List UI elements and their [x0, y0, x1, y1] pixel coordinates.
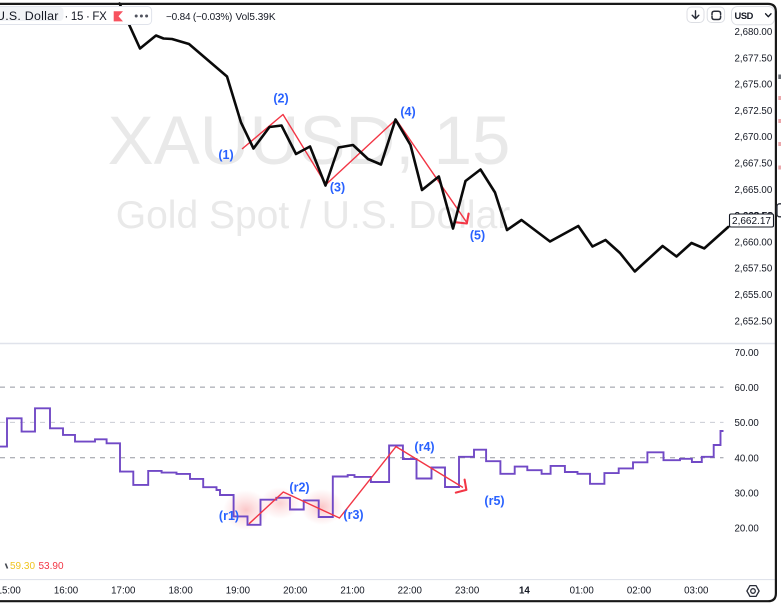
svg-text:30.00: 30.00 — [735, 488, 760, 499]
svg-text:(r1): (r1) — [219, 509, 239, 523]
svg-text:(r2): (r2) — [289, 481, 309, 495]
svg-text:03:00: 03:00 — [684, 586, 709, 597]
svg-text:(r3): (r3) — [343, 508, 363, 522]
svg-text:Vol5.39K: Vol5.39K — [236, 12, 276, 23]
svg-text:(4): (4) — [400, 105, 415, 119]
svg-text:· 15 · FX: · 15 · FX — [65, 11, 108, 23]
svg-text:2,657.50: 2,657.50 — [735, 264, 773, 275]
svg-text:2,662.17: 2,662.17 — [732, 216, 771, 227]
svg-text:(r4): (r4) — [414, 440, 434, 454]
svg-text:02:00: 02:00 — [627, 586, 652, 597]
svg-text:40.00: 40.00 — [735, 453, 760, 464]
svg-text:22:00: 22:00 — [398, 586, 423, 597]
svg-text:50.00: 50.00 — [735, 418, 760, 429]
svg-text:2,680.00: 2,680.00 — [735, 27, 773, 38]
svg-text:70.00: 70.00 — [735, 348, 760, 359]
svg-text:23:00: 23:00 — [455, 586, 480, 597]
svg-text:2,652.50: 2,652.50 — [735, 316, 773, 327]
svg-text:21:00: 21:00 — [340, 586, 365, 597]
svg-text:2,675.00: 2,675.00 — [735, 80, 773, 91]
svg-text:(2): (2) — [273, 92, 288, 106]
svg-text:17:00: 17:00 — [111, 586, 136, 597]
svg-text:14: 14 — [519, 586, 530, 597]
svg-text:16:00: 16:00 — [54, 586, 79, 597]
svg-text:20.00: 20.00 — [735, 524, 760, 535]
svg-text:2,665.00: 2,665.00 — [735, 185, 773, 196]
svg-text:USD: USD — [735, 11, 754, 21]
svg-text:20:00: 20:00 — [283, 586, 308, 597]
svg-text:2,667.50: 2,667.50 — [735, 159, 773, 170]
svg-text:18:00: 18:00 — [168, 586, 193, 597]
svg-text:01:00: 01:00 — [570, 586, 595, 597]
svg-text:2,672.50: 2,672.50 — [735, 106, 773, 117]
svg-text:(5): (5) — [470, 229, 485, 243]
svg-text:60.00: 60.00 — [735, 383, 760, 394]
svg-text:19:00: 19:00 — [226, 586, 251, 597]
svg-text:U.S. Dollar: U.S. Dollar — [0, 9, 59, 23]
svg-text:2,677.50: 2,677.50 — [735, 53, 773, 64]
svg-text:15:00: 15:00 — [0, 586, 21, 597]
svg-text:XAUUSD, 15: XAUUSD, 15 — [108, 102, 511, 179]
svg-text:−0.84 (−0.03%): −0.84 (−0.03%) — [166, 12, 232, 23]
svg-text:(r5): (r5) — [484, 494, 504, 508]
svg-text:2,660.00: 2,660.00 — [735, 237, 773, 248]
svg-text:2,670.00: 2,670.00 — [735, 132, 773, 143]
svg-text:2,655.00: 2,655.00 — [735, 290, 773, 301]
svg-text:(1): (1) — [218, 148, 233, 162]
svg-text:53.90: 53.90 — [39, 561, 64, 572]
svg-text:59.30: 59.30 — [10, 561, 35, 572]
svg-text:(3): (3) — [330, 181, 345, 195]
